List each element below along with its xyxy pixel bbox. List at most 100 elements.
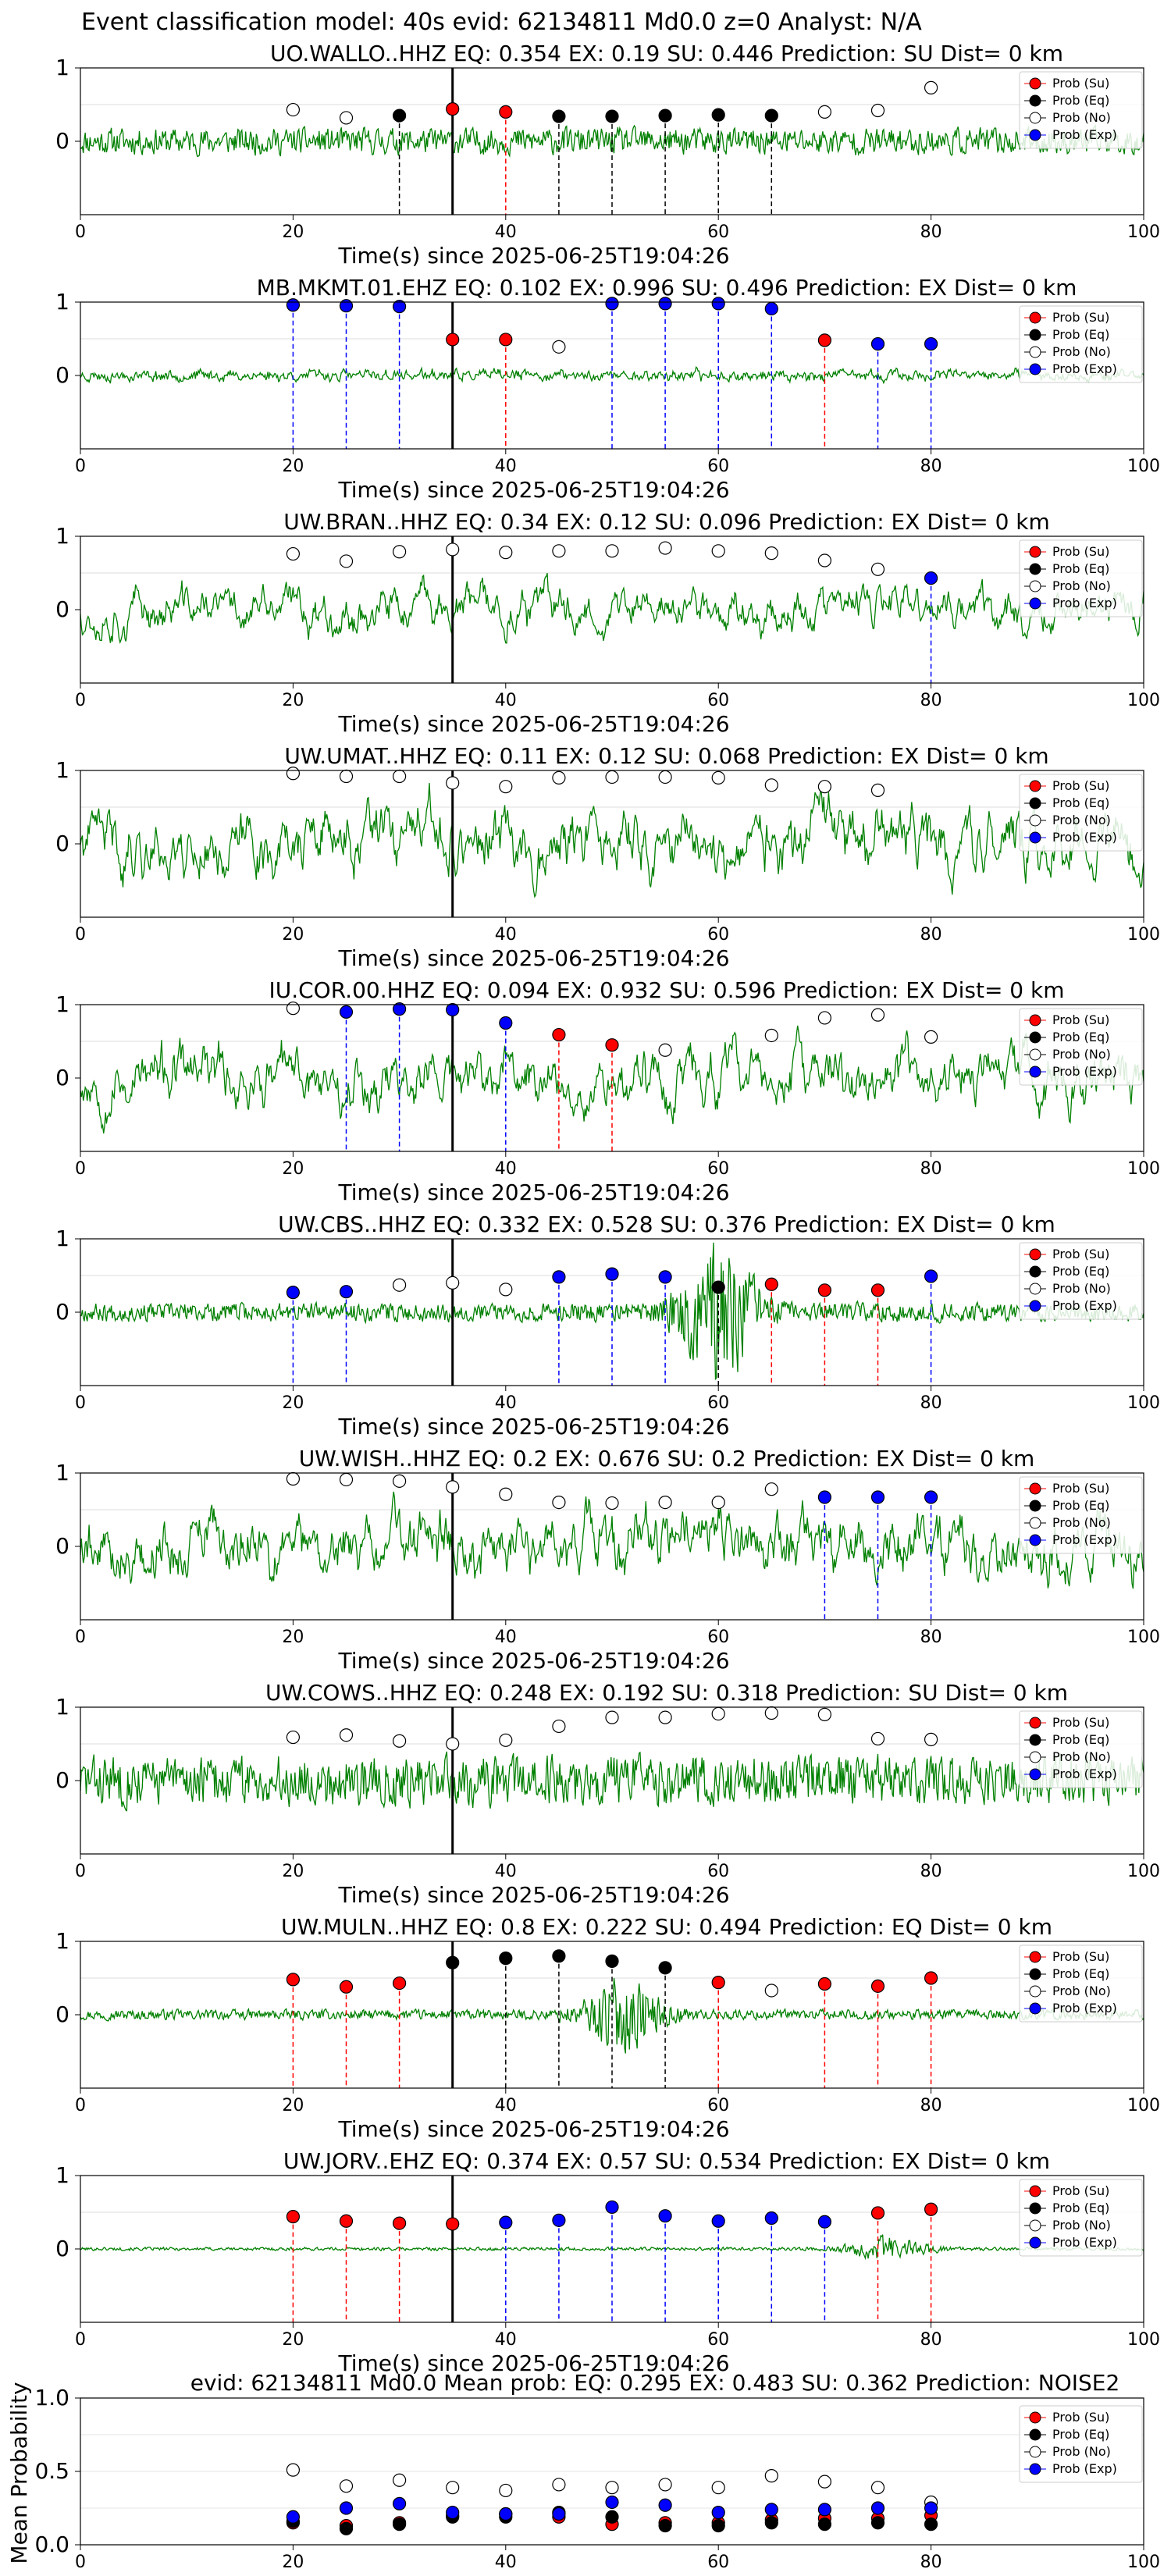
panel-title: UW.WISH..HHZ EQ: 0.2 EX: 0.676 SU: 0.2 P… bbox=[299, 1446, 1035, 1471]
x-axis-label: Time(s) since 2025-06-25T19:04:26 bbox=[337, 711, 729, 737]
legend-marker bbox=[1029, 597, 1041, 610]
legend-label: Prob (Exp) bbox=[1052, 2001, 1117, 2016]
prob-marker-no bbox=[658, 1495, 672, 1510]
mean-point-no bbox=[605, 2481, 619, 2495]
y-tick-label: 0 bbox=[55, 1767, 69, 1793]
prob-marker-eq bbox=[446, 1955, 460, 1969]
legend-label: Prob (Eq) bbox=[1052, 93, 1109, 108]
mean-point-no bbox=[870, 2481, 885, 2495]
x-tick-label: 60 bbox=[707, 222, 729, 242]
x-tick-label: 60 bbox=[707, 2096, 729, 2115]
x-tick-label: 0 bbox=[75, 1393, 86, 1413]
panel-title: UW.JORV..EHZ EQ: 0.374 EX: 0.57 SU: 0.53… bbox=[283, 2148, 1050, 2174]
legend-marker bbox=[1029, 831, 1041, 844]
mean-point-no bbox=[764, 2469, 778, 2483]
prob-marker-exp bbox=[552, 1270, 566, 1284]
legend-marker bbox=[1029, 1951, 1041, 1963]
prob-marker-no bbox=[446, 543, 460, 557]
mean-point-eq bbox=[870, 2516, 885, 2530]
prob-marker-su bbox=[817, 333, 832, 347]
prob-marker-no bbox=[446, 1276, 460, 1290]
y-tick-label: 0 bbox=[55, 2236, 69, 2261]
prob-marker-eq bbox=[764, 109, 778, 123]
x-tick-label: 40 bbox=[495, 2096, 517, 2115]
panel-title: MB.MKMT.01.EHZ EQ: 0.102 EX: 0.996 SU: 0… bbox=[257, 275, 1077, 301]
x-tick-label: 0 bbox=[75, 925, 86, 945]
prob-marker-su bbox=[817, 1976, 832, 1991]
y-tick-label: 0 bbox=[55, 596, 69, 622]
prob-marker-no bbox=[764, 1984, 778, 1998]
x-tick-label: 100 bbox=[1127, 2553, 1160, 2572]
x-tick-label: 0 bbox=[75, 2096, 86, 2115]
prob-marker-su bbox=[817, 1283, 832, 1297]
prob-marker-exp bbox=[446, 1002, 460, 1017]
mean-point-exp bbox=[552, 2507, 566, 2521]
legend-label: Prob (Su) bbox=[1052, 1949, 1109, 1964]
prob-marker-exp bbox=[658, 297, 672, 311]
x-tick-label: 40 bbox=[495, 691, 517, 710]
y-tick-label: 1 bbox=[55, 991, 69, 1017]
mean-point-exp bbox=[286, 2510, 300, 2524]
panel-title: UW.UMAT..HHZ EQ: 0.11 EX: 0.12 SU: 0.068… bbox=[284, 743, 1048, 769]
prob-marker-no bbox=[658, 1710, 672, 1724]
panel-title: IU.COR.00.HHZ EQ: 0.094 EX: 0.932 SU: 0.… bbox=[269, 977, 1064, 1003]
x-tick-label: 80 bbox=[920, 222, 942, 242]
prob-marker-no bbox=[286, 102, 300, 117]
prob-marker-su bbox=[499, 333, 513, 347]
mean-point-no bbox=[286, 2463, 300, 2477]
prob-marker-no bbox=[817, 105, 832, 119]
legend-marker bbox=[1029, 780, 1041, 792]
panel-4: 0 20 40 60 80 100 1 0 UW.UMAT..HHZ EQ: 0.11 EX: … bbox=[55, 743, 1160, 971]
panel-title: UW.MULN..HHZ EQ: 0.8 EX: 0.222 SU: 0.494… bbox=[281, 1914, 1052, 1940]
legend-label: Prob (No) bbox=[1052, 1515, 1111, 1530]
legend-label: Prob (Su) bbox=[1052, 2410, 1109, 2425]
x-tick-label: 40 bbox=[495, 925, 517, 945]
legend-marker bbox=[1029, 112, 1041, 124]
legend-label: Prob (Eq) bbox=[1052, 1264, 1109, 1279]
legend-label: Prob (Exp) bbox=[1052, 361, 1117, 376]
prob-marker-su bbox=[499, 105, 513, 119]
x-tick-label: 20 bbox=[282, 2553, 304, 2572]
x-tick-label: 0 bbox=[75, 222, 86, 242]
legend-box bbox=[1019, 539, 1143, 617]
prob-marker-no bbox=[870, 1008, 885, 1022]
prob-marker-no bbox=[552, 340, 566, 354]
waveform-trace bbox=[80, 783, 1144, 898]
prob-marker-exp bbox=[499, 1016, 513, 1030]
legend-label: Prob (Exp) bbox=[1052, 127, 1117, 142]
prob-marker-exp bbox=[870, 336, 885, 351]
panel-3: 0 20 40 60 80 100 1 0 UW.BRAN..HHZ EQ: 0.34 EX: … bbox=[55, 509, 1160, 737]
mean-point-eq bbox=[764, 2516, 778, 2530]
legend-marker bbox=[1029, 311, 1041, 324]
legend-label: Prob (No) bbox=[1052, 1281, 1111, 1296]
y-tick-label: 1 bbox=[55, 1226, 69, 1251]
mean-point-no bbox=[446, 2481, 460, 2495]
y-tick-label: 1 bbox=[55, 1694, 69, 1720]
prob-marker-no bbox=[286, 1471, 300, 1486]
legend-marker bbox=[1029, 2002, 1041, 2015]
prob-marker-no bbox=[446, 1480, 460, 1494]
x-tick-label: 60 bbox=[707, 2553, 729, 2572]
x-tick-label: 20 bbox=[282, 691, 304, 710]
prob-marker-no bbox=[393, 1474, 407, 1488]
legend-box bbox=[1019, 1008, 1143, 1086]
x-tick-label: 20 bbox=[282, 925, 304, 945]
x-tick-label: 80 bbox=[920, 1393, 942, 1413]
mean-point-exp bbox=[499, 2507, 513, 2521]
y-tick-label: 1 bbox=[55, 1928, 69, 1954]
x-tick-label: 80 bbox=[920, 1628, 942, 1647]
legend-marker bbox=[1029, 2219, 1041, 2232]
legend-label: Prob (Eq) bbox=[1052, 1732, 1109, 1747]
prob-marker-no bbox=[552, 770, 566, 785]
prob-marker-no bbox=[711, 1706, 725, 1721]
waveform-trace bbox=[80, 1491, 1144, 1589]
legend-label: Prob (No) bbox=[1052, 1984, 1111, 1998]
legend-label: Prob (Su) bbox=[1052, 1012, 1109, 1027]
y-tick-label: 0 bbox=[55, 1533, 69, 1559]
prob-marker-eq bbox=[605, 109, 619, 123]
legend-box bbox=[1019, 2179, 1143, 2257]
prob-marker-no bbox=[764, 546, 778, 560]
legend-label: Prob (Su) bbox=[1052, 1247, 1109, 1261]
mean-point-exp bbox=[339, 2501, 354, 2515]
